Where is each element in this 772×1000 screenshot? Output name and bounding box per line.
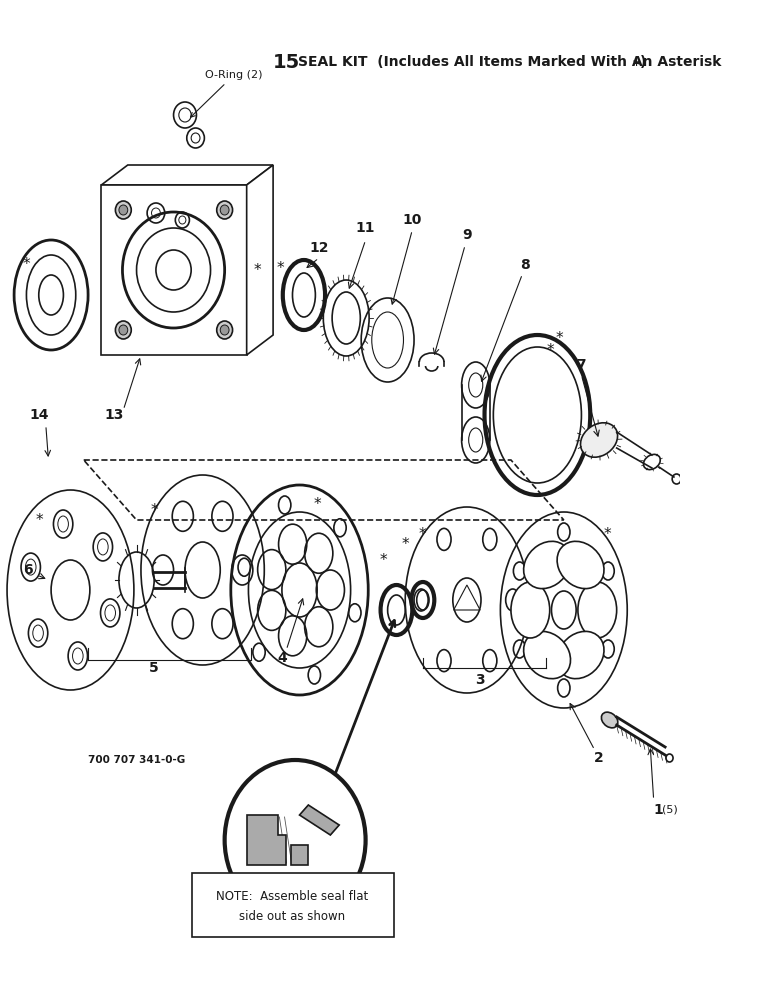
Circle shape: [115, 201, 131, 219]
Text: *: *: [632, 58, 640, 72]
Polygon shape: [300, 805, 339, 835]
Text: *: *: [547, 342, 554, 358]
Text: 4: 4: [277, 651, 286, 665]
Text: (5): (5): [662, 805, 679, 815]
Polygon shape: [247, 815, 286, 865]
Circle shape: [217, 201, 232, 219]
Text: ): ): [639, 55, 646, 69]
FancyBboxPatch shape: [192, 873, 394, 937]
Text: *: *: [22, 257, 30, 272]
Text: 5: 5: [149, 661, 159, 675]
Text: *: *: [604, 528, 611, 542]
Text: *: *: [556, 330, 564, 346]
Text: *: *: [379, 552, 387, 568]
Polygon shape: [291, 845, 308, 865]
Text: 700 707 341-0-G: 700 707 341-0-G: [88, 755, 185, 765]
Text: 12: 12: [309, 241, 329, 255]
Ellipse shape: [511, 582, 550, 638]
Ellipse shape: [557, 541, 604, 589]
Text: *: *: [253, 262, 261, 277]
Ellipse shape: [523, 631, 571, 679]
Circle shape: [119, 205, 127, 215]
Text: NOTE:  Assemble seal flat: NOTE: Assemble seal flat: [216, 890, 368, 902]
Text: 13: 13: [105, 408, 124, 422]
Text: 9: 9: [462, 228, 472, 242]
Text: 11: 11: [356, 221, 375, 235]
Text: 15: 15: [273, 52, 300, 72]
Ellipse shape: [523, 541, 571, 589]
Polygon shape: [247, 165, 273, 355]
Ellipse shape: [601, 712, 618, 728]
Circle shape: [220, 205, 229, 215]
Text: *: *: [276, 260, 284, 275]
Text: 3: 3: [476, 673, 485, 687]
Text: SEAL KIT  (Includes All Items Marked With An Asterisk: SEAL KIT (Includes All Items Marked With…: [298, 55, 726, 69]
Text: 7: 7: [577, 358, 586, 372]
Text: *: *: [401, 538, 409, 552]
Text: 2: 2: [594, 751, 604, 765]
Text: 6: 6: [23, 563, 33, 577]
Text: 10: 10: [403, 213, 422, 227]
Ellipse shape: [578, 582, 617, 638]
Text: side out as shown: side out as shown: [239, 910, 346, 922]
Circle shape: [119, 325, 127, 335]
Text: O-Ring (2): O-Ring (2): [191, 70, 262, 117]
Polygon shape: [101, 185, 247, 355]
Text: *: *: [419, 528, 427, 542]
Text: 8: 8: [520, 258, 530, 272]
Text: *: *: [36, 512, 43, 528]
Text: *: *: [313, 497, 321, 512]
Ellipse shape: [557, 631, 604, 679]
Ellipse shape: [581, 423, 618, 457]
Circle shape: [115, 321, 131, 339]
Circle shape: [220, 325, 229, 335]
Polygon shape: [101, 165, 273, 185]
Text: 1: 1: [654, 803, 663, 817]
Polygon shape: [83, 460, 564, 520]
Circle shape: [217, 321, 232, 339]
Text: 14: 14: [30, 408, 49, 422]
Text: *: *: [151, 502, 158, 518]
